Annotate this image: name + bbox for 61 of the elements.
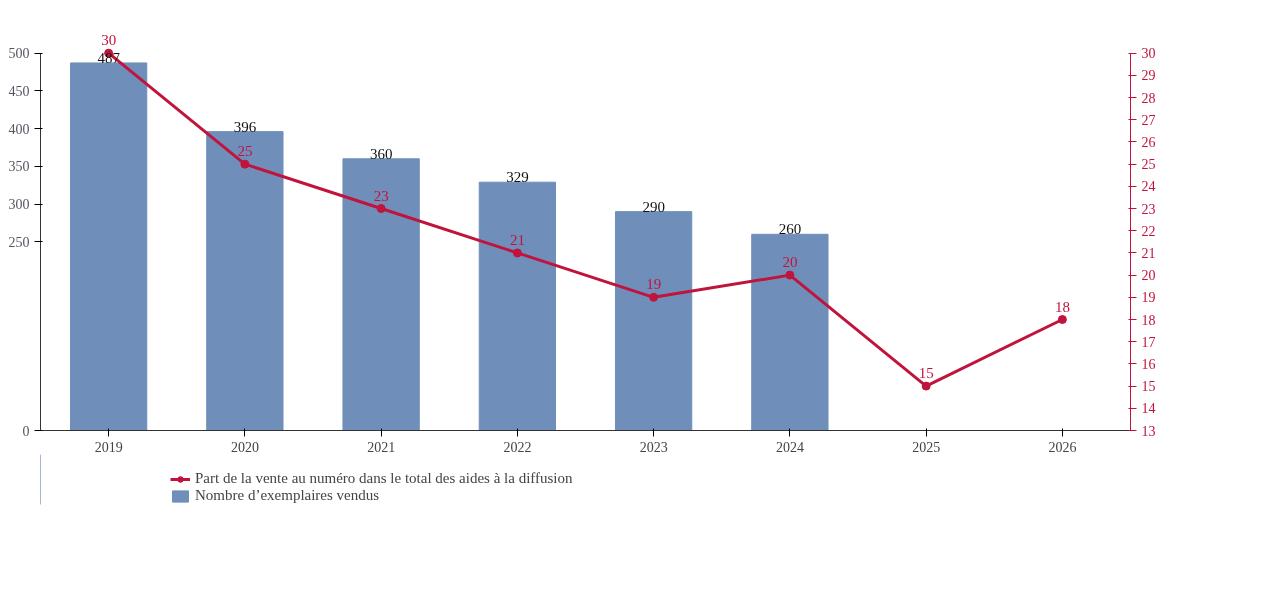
y-tick-label: 0 <box>22 423 30 439</box>
data-label: 329 <box>506 169 529 186</box>
data-label: 19 <box>646 276 662 293</box>
bar <box>478 181 557 431</box>
x-tick-label: 2021 <box>367 439 396 455</box>
point <box>376 204 386 214</box>
y2-tick-label: 13 <box>1141 423 1156 439</box>
data-label: 30 <box>101 32 117 49</box>
y2-tick-label: 24 <box>1141 179 1156 195</box>
x-tick-label: 2020 <box>230 439 259 455</box>
y2-tick-label: 29 <box>1141 68 1156 84</box>
point <box>921 381 931 391</box>
bar <box>69 62 148 431</box>
bar <box>614 211 693 431</box>
x-tick-label: 2026 <box>1048 439 1077 455</box>
y2-tick-label: 27 <box>1141 112 1156 128</box>
x-tick-label: 2022 <box>503 439 532 455</box>
bar <box>342 158 420 431</box>
data-label: 360 <box>369 145 393 162</box>
y2-tick-label: 30 <box>1141 46 1156 62</box>
point <box>512 248 522 258</box>
x-tick-label: 2025 <box>912 439 941 455</box>
y-tick-label: 400 <box>8 121 30 137</box>
point <box>240 159 250 169</box>
y2-tick-label: 23 <box>1141 201 1156 217</box>
point <box>1057 315 1067 324</box>
bar <box>206 131 284 431</box>
y-tick-label: 300 <box>8 197 30 213</box>
y2-tick-label: 28 <box>1141 90 1156 106</box>
data-label: 23 <box>373 187 389 204</box>
y2-tick-label: 14 <box>1141 401 1156 417</box>
x-tick-label: 2019 <box>94 439 123 455</box>
y-tick-label: 350 <box>8 159 30 175</box>
data-label: 20 <box>782 254 798 271</box>
point <box>649 292 659 302</box>
y2-tick-label: 16 <box>1141 356 1156 372</box>
y2-tick-label: 26 <box>1141 134 1156 150</box>
y-tick-label: 450 <box>8 83 30 99</box>
point <box>785 270 795 280</box>
legend-label: Nombre d’exemplaires vendus <box>195 487 380 504</box>
bar <box>751 233 829 431</box>
data-label: 290 <box>642 198 665 215</box>
y2-tick-label: 19 <box>1141 290 1156 306</box>
data-label: 21 <box>509 231 525 248</box>
y2-tick-label: 25 <box>1141 157 1156 173</box>
y2-tick-label: 17 <box>1141 334 1156 350</box>
data-label: 25 <box>237 143 253 160</box>
y2-tick-label: 20 <box>1141 268 1156 284</box>
y-tick-label: 500 <box>8 46 30 62</box>
y2-tick-label: 22 <box>1141 223 1156 239</box>
y2-tick-label: 18 <box>1141 312 1156 328</box>
data-label: 260 <box>778 221 802 238</box>
y-tick-label: 250 <box>8 234 30 250</box>
legend-label: Part de la vente au numéro dans le total des aides à la diffusion <box>195 470 573 487</box>
y2-tick-label: 21 <box>1141 245 1156 261</box>
data-label: 396 <box>233 118 257 135</box>
data-label: 18 <box>1054 298 1070 315</box>
x-tick-label: 2023 <box>639 439 668 455</box>
y2-tick-label: 15 <box>1141 379 1156 395</box>
data-label: 15 <box>918 365 934 382</box>
x-tick-label: 2024 <box>775 439 804 455</box>
